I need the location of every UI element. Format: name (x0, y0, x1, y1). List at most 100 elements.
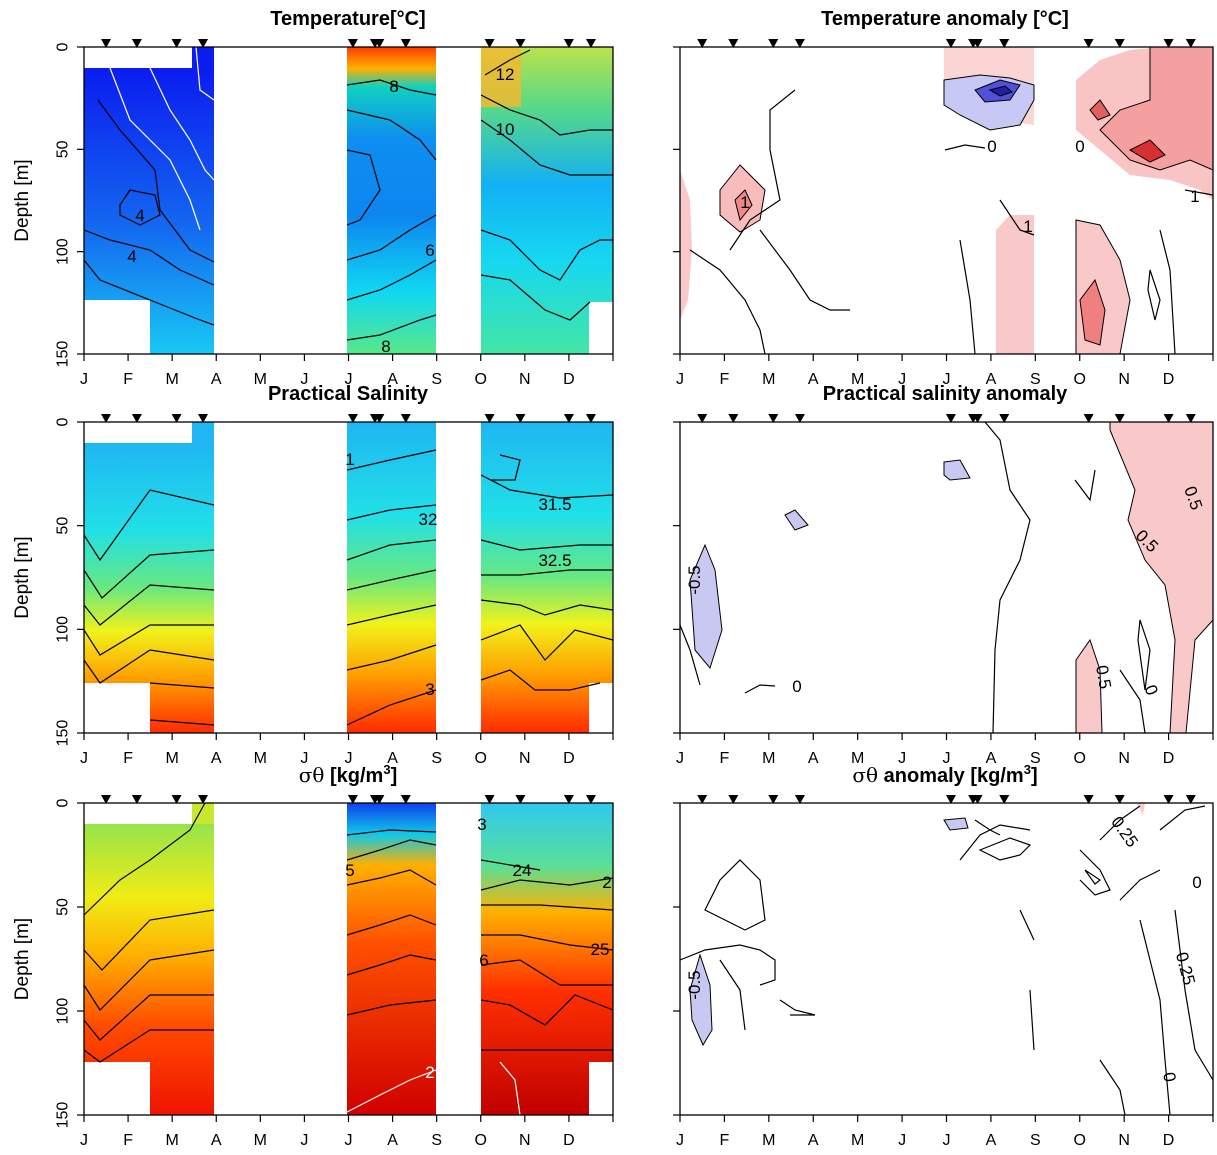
x-tick-label: D (563, 1132, 575, 1149)
sal-anom-contours (679, 421, 1151, 734)
sample-marker (1185, 39, 1196, 48)
sanom2-clabel: 0 (1159, 1071, 1179, 1084)
x-tick-label: M (166, 1132, 179, 1149)
sample-marker (101, 414, 112, 423)
sample-marker (374, 795, 385, 804)
x-tick-label: A (387, 1132, 398, 1149)
sal-clabel: 32 (419, 510, 438, 529)
sig-clabel: 2 (425, 1063, 434, 1082)
sanom2-clabel: 0 (1192, 873, 1201, 892)
x-tick-label: M (166, 750, 179, 767)
sample-marker (768, 414, 779, 423)
x-tick-label: A (387, 371, 398, 388)
x-tick-label: M (166, 371, 179, 388)
sample-marker (171, 39, 182, 48)
x-tick-label: M (762, 750, 775, 767)
sigma-anom-units: anomaly [kg/m (878, 765, 1024, 787)
sample-marker (101, 795, 112, 804)
sigma-units: [kg/m (324, 765, 383, 787)
panel-sigma: 3 5 24 2 6 25 2 (83, 802, 614, 1116)
sample-marker (400, 39, 411, 48)
tanom-clabel: 1 (1190, 187, 1199, 206)
x-tick-label: J (676, 1132, 684, 1149)
sig-clabel: 3 (477, 815, 486, 834)
x-tick-label: J (943, 750, 951, 767)
x-tick-label: J (80, 371, 88, 388)
x-tick-label: J (676, 750, 684, 767)
sample-marker (972, 39, 983, 48)
temp-block-jul-aug (347, 47, 436, 354)
y-tick-label: 0 (55, 798, 72, 807)
y-tick-label: 0 (55, 417, 72, 426)
temp-clabel: 4 (127, 247, 136, 266)
x-tick-label: O (475, 1132, 487, 1149)
sample-marker (768, 795, 779, 804)
x-tick-label: S (1030, 750, 1041, 767)
sig-clabel: 2 (602, 873, 611, 892)
sigma-sup: 3 (383, 762, 390, 777)
x-tick-label: N (1118, 1132, 1130, 1149)
sal-clabel: 1 (345, 450, 354, 469)
sample-marker (1163, 795, 1174, 804)
sig-gap (84, 1062, 150, 1115)
sample-marker (1185, 414, 1196, 423)
temp-clabel: 8 (389, 77, 398, 96)
x-tick-label: F (720, 1132, 730, 1149)
anom-pos-core (1079, 278, 1106, 346)
y-axis-label: Depth [m] (12, 536, 33, 618)
sanom-neg-region (689, 543, 723, 670)
sample-marker (484, 795, 495, 804)
sample-marker (171, 795, 182, 804)
x-tick-label: A (211, 750, 222, 767)
sample-marker (1083, 414, 1094, 423)
x-tick-label: D (1163, 1132, 1175, 1149)
sig-block-jul-aug (347, 803, 436, 1115)
sig-anom-contours (679, 805, 1214, 1116)
sample-marker (972, 795, 983, 804)
sanom2-clabel: -0.5 (685, 970, 704, 999)
sigma-anom-close: ] (1031, 765, 1038, 787)
x-tick-label: A (986, 1132, 997, 1149)
sample-marker (945, 795, 956, 804)
x-tick-label: F (720, 371, 730, 388)
sample-marker (794, 795, 805, 804)
sample-marker (131, 414, 142, 423)
panel-temperature-anomaly: 1 0 1 1 0 (679, 46, 1214, 355)
sanom-neg-region (943, 459, 971, 481)
x-tick-label: D (563, 750, 575, 767)
tanom-clabel: 1 (740, 193, 749, 212)
x-tick-label: J (898, 1132, 906, 1149)
sample-marker (972, 414, 983, 423)
x-tick-label: A (211, 371, 222, 388)
sig-white-contours (346, 1061, 521, 1116)
sanom-pos-region (1075, 638, 1103, 734)
x-tick-label: J (898, 371, 906, 388)
x-tick-label: M (762, 371, 775, 388)
x-tick-label: J (80, 1132, 88, 1149)
sample-marker (347, 414, 358, 423)
sample-marker (347, 795, 358, 804)
sample-marker (374, 414, 385, 423)
panel-sigma-anomaly: -0.5 0.25 0.25 0 0 (679, 802, 1214, 1116)
x-tick-label: N (1118, 750, 1130, 767)
x-tick-label: A (808, 1132, 819, 1149)
temp-white-contours (109, 46, 215, 231)
sig-clabel: 24 (513, 861, 532, 880)
sig-clabel: 25 (591, 940, 610, 959)
sanom2-pos-region (1137, 803, 1145, 815)
temp-clabel: 4 (135, 206, 144, 225)
sample-marker (728, 39, 739, 48)
sal-patch (192, 422, 214, 443)
x-tick-label: S (1030, 371, 1041, 388)
x-tick-label: M (254, 750, 267, 767)
x-tick-label: N (519, 750, 531, 767)
sample-marker (400, 414, 411, 423)
sample-marker (400, 795, 411, 804)
y-tick-label: 100 (55, 616, 72, 643)
sample-marker (515, 795, 526, 804)
sigma-anom-sup: 3 (1024, 762, 1031, 777)
sample-marker (697, 39, 708, 48)
temp-gap (84, 300, 150, 354)
x-tick-label: N (519, 1132, 531, 1149)
sanom2-clabel: 0.25 (1107, 813, 1142, 851)
